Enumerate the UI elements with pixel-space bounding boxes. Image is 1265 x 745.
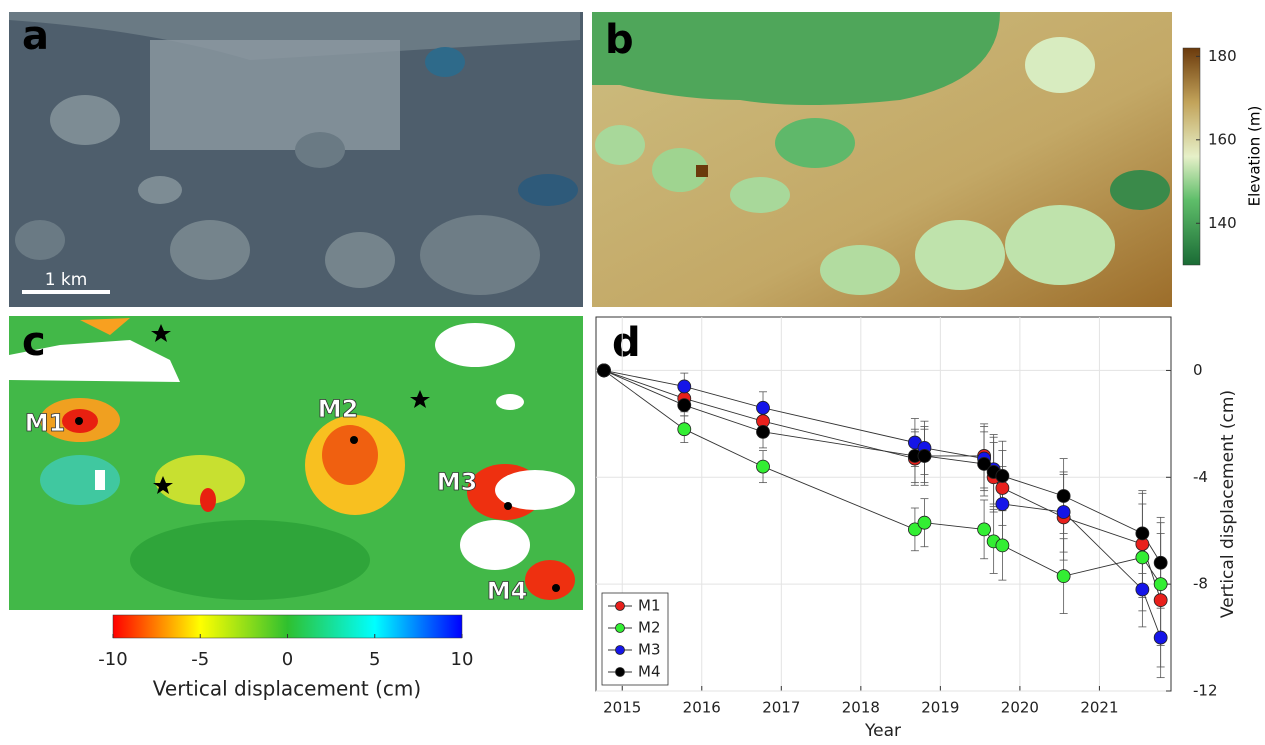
colorbar: [1183, 48, 1200, 265]
data-point: [1057, 570, 1070, 583]
data-point: [996, 498, 1009, 511]
legend-label: M2: [638, 619, 661, 637]
data-point: [978, 523, 991, 536]
legend-label: M3: [638, 641, 661, 659]
panel-label: d: [612, 320, 641, 366]
x-tick-label: 2017: [762, 699, 800, 717]
legend-marker: [616, 602, 625, 611]
legend-marker: [616, 646, 625, 655]
x-tick-label: 2018: [842, 699, 880, 717]
data-point: [1057, 489, 1070, 502]
x-tick-label: 2015: [603, 699, 641, 717]
panel-label: b: [605, 17, 634, 63]
legend-marker: [616, 668, 625, 677]
x-tick-label: 2016: [683, 699, 721, 717]
data-point: [1154, 631, 1167, 644]
x-tick-label: 2019: [921, 699, 959, 717]
legend-label: M1: [638, 597, 661, 615]
colorbar-label: Vertical displacement (cm): [153, 677, 421, 701]
colorbar-tick-label: 0: [282, 649, 293, 670]
data-point: [757, 460, 770, 473]
data-point: [678, 380, 691, 393]
data-point: [996, 469, 1009, 482]
data-point: [678, 423, 691, 436]
data-point: [1136, 583, 1149, 596]
data-point: [918, 516, 931, 529]
data-point: [757, 425, 770, 438]
marker-label: M4: [487, 577, 528, 605]
data-point: [678, 399, 691, 412]
figure: a 1 km b Elevation (m) c M1 M2 M3 M4 Ver…: [0, 0, 1265, 741]
data-point: [918, 449, 931, 462]
y-tick-label: 0: [1193, 361, 1203, 379]
colorbar-tick-label: 180: [1208, 47, 1237, 65]
colorbar-tick-label: -5: [191, 649, 209, 670]
colorbar-tick-label: 160: [1208, 130, 1237, 148]
elevation-map: [592, 12, 1172, 307]
y-tick-label: -12: [1193, 682, 1218, 700]
marker-label: M2: [318, 395, 359, 423]
x-axis-label: Year: [864, 721, 901, 741]
panel-label: a: [22, 13, 49, 59]
x-tick-label: 2020: [1001, 699, 1039, 717]
data-point: [996, 539, 1009, 552]
y-tick-label: -4: [1193, 468, 1208, 486]
satellite-image: [9, 12, 583, 307]
colorbar-tick-label: 5: [369, 649, 380, 670]
x-tick-label: 2021: [1080, 699, 1118, 717]
legend-marker: [616, 624, 625, 633]
colorbar-tick-label: -10: [98, 649, 127, 670]
marker-label: M1: [25, 409, 66, 437]
data-point: [1154, 556, 1167, 569]
y-tick-label: -8: [1193, 575, 1208, 593]
colorbar-tick-label: 10: [451, 649, 474, 670]
data-point: [1154, 578, 1167, 591]
marker-label: M3: [437, 468, 478, 496]
displacement-map: [9, 316, 583, 610]
data-point: [757, 401, 770, 414]
colorbar-tick-label: 140: [1208, 214, 1237, 232]
legend-label: M4: [638, 663, 661, 681]
data-point: [1057, 506, 1070, 519]
data-point: [1154, 594, 1167, 607]
colorbar-label: Elevation (m): [1246, 106, 1264, 207]
data-point: [1136, 527, 1149, 540]
scale-bar-label: 1 km: [45, 270, 88, 290]
data-point: [996, 481, 1009, 494]
panel-label: c: [22, 319, 46, 365]
y-axis-label: Vertical displacement (cm): [1218, 390, 1238, 618]
data-point: [597, 364, 610, 377]
data-point: [1136, 551, 1149, 564]
